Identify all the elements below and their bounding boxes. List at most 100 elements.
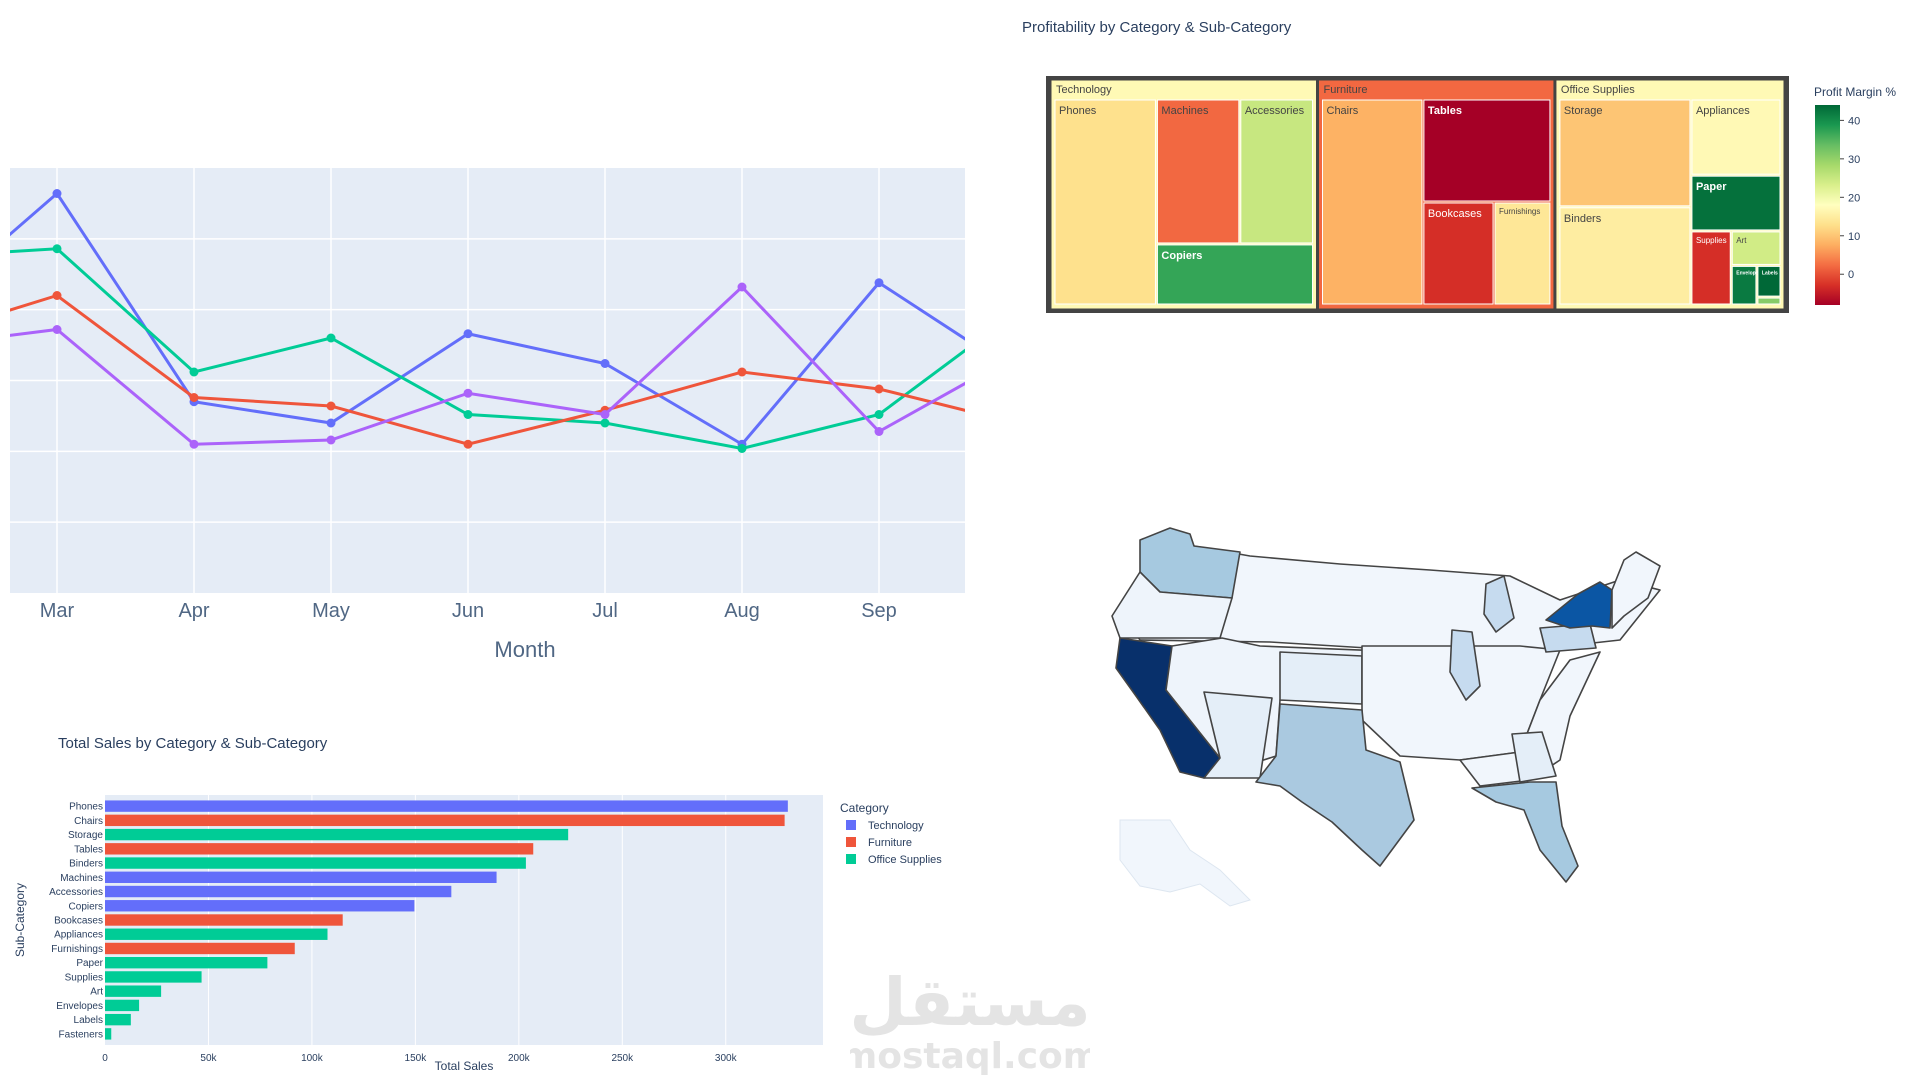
watermark-logo: مستقل mostaql.com [840,964,1101,1077]
bar-art[interactable] [105,985,162,997]
line-point-red[interactable] [874,384,884,394]
line-point-blue[interactable] [874,278,884,288]
bar-bookcases[interactable] [105,914,343,926]
line-point-red[interactable] [737,367,747,377]
bar-paper[interactable] [105,957,268,969]
colorbar-title: Profit Margin % [1814,85,1896,99]
treemap-cell-envelopes[interactable] [1731,265,1757,305]
treemap-cell-label: Chairs [1327,105,1359,117]
treemap-cell-label: Paper [1696,181,1727,193]
treemap-cell-labels[interactable] [1757,265,1781,297]
map-region-michigan[interactable] [1483,575,1515,633]
line-point-green[interactable] [874,410,884,419]
line-point-blue[interactable] [326,418,336,428]
legend-title: Category [840,801,889,815]
legend-label[interactable]: Technology [868,820,924,832]
bar-chairs[interactable] [105,814,785,827]
line-point-purple[interactable] [600,410,610,419]
treemap-category-label: Office Supplies [1561,84,1635,96]
line-point-green[interactable] [189,367,199,377]
bar-tables[interactable] [105,843,534,855]
line-point-green[interactable] [737,444,747,453]
bar-y-tick-label: Art [90,987,103,998]
treemap-cell-fasteners[interactable] [1757,297,1781,305]
line-point-blue[interactable] [463,329,473,339]
bar-machines[interactable] [105,871,497,883]
map-region-arizona[interactable] [1203,691,1273,779]
bar-accessories[interactable] [105,885,452,898]
colorbar-tick-label: 30 [1848,154,1860,166]
line-point-purple[interactable] [189,439,199,449]
bar-supplies[interactable] [105,971,202,983]
line-point-blue[interactable] [600,359,610,368]
treemap-cell-tables[interactable] [1423,99,1551,202]
treemap-cell-chairs[interactable] [1322,99,1423,305]
bar-y-axis-label: Sub-Category [13,883,27,957]
map-region-new-england[interactable] [1611,551,1661,629]
line-point-purple[interactable] [874,427,884,436]
treemap-cell-accessories[interactable] [1240,99,1314,244]
treemap-cell-appliances[interactable] [1691,99,1781,175]
map-region-colorado[interactable] [1279,651,1363,705]
treemap-cell-storage[interactable] [1559,99,1691,207]
map-region-southeast[interactable] [1459,651,1601,787]
treemap-cell-art[interactable] [1731,231,1781,265]
line-point-red[interactable] [52,291,62,300]
treemap-cell-machines[interactable] [1156,99,1240,244]
bar-copiers[interactable] [105,900,415,912]
treemap-cell-furnishings[interactable] [1494,202,1551,305]
treemap-cell-binders[interactable] [1559,207,1691,305]
colorbar-tick-label: 20 [1848,192,1860,204]
bar-phones[interactable] [105,800,788,812]
bar-furnishings[interactable] [105,942,295,955]
legend-label[interactable]: Furniture [868,837,912,849]
colorbar [1815,105,1840,305]
treemap-cell-bookcases[interactable] [1423,202,1494,305]
line-point-green[interactable] [463,410,473,419]
map-region-north[interactable] [1119,539,1661,651]
line-point-red[interactable] [463,439,473,449]
legend-swatch-furniture[interactable] [846,837,856,847]
map-region-texas[interactable] [1255,703,1415,867]
line-point-purple[interactable] [52,325,62,334]
line-point-green[interactable] [326,333,336,343]
bar-fasteners[interactable] [105,1028,112,1040]
treemap-cell-label: Art [1736,236,1747,245]
treemap-cell-label: Bookcases [1428,208,1482,220]
line-point-purple[interactable] [463,388,473,398]
bar-y-tick-label: Phones [69,802,103,813]
legend-swatch-office-supplies[interactable] [846,854,856,864]
treemap-cell-label: Machines [1161,105,1209,117]
treemap-cell-phones[interactable] [1054,99,1156,305]
line-point-purple[interactable] [737,282,747,292]
bar-y-tick-label: Fasteners [59,1029,103,1040]
line-point-red[interactable] [189,393,199,402]
map-region-new-york[interactable] [1545,581,1613,629]
line-point-green[interactable] [600,418,610,428]
treemap-cell-supplies[interactable] [1691,231,1731,305]
treemap-cell-label: Tables [1428,105,1462,117]
line-point-red[interactable] [326,401,336,411]
bar-labels[interactable] [105,1013,131,1026]
line-point-purple[interactable] [326,435,336,445]
map-region-florida[interactable] [1471,781,1579,883]
legend-swatch-technology[interactable] [846,820,856,830]
bar-binders[interactable] [105,857,526,869]
profitability-treemap: Profitability by Category & Sub-Category… [1020,10,1920,330]
treemap-cell-copiers[interactable] [1156,244,1314,305]
legend-label[interactable]: Office Supplies [868,854,942,866]
map-region-pennsylvania[interactable] [1539,623,1597,653]
map-region-georgia[interactable] [1511,731,1557,783]
colorbar-tick-label: 0 [1848,269,1854,281]
map-region-alaska[interactable] [1119,819,1251,907]
bar-y-tick-label: Accessories [49,887,103,898]
bar-appliances[interactable] [105,928,328,940]
line-x-tick-label: Mar [40,600,75,622]
treemap-cell-paper[interactable] [1691,175,1781,231]
line-point-green[interactable] [52,244,62,254]
line-point-blue[interactable] [52,189,62,198]
bar-storage[interactable] [105,828,569,841]
map-region-illinois[interactable] [1449,629,1481,701]
us-choropleth-map [1100,520,1800,960]
bar-envelopes[interactable] [105,999,140,1012]
